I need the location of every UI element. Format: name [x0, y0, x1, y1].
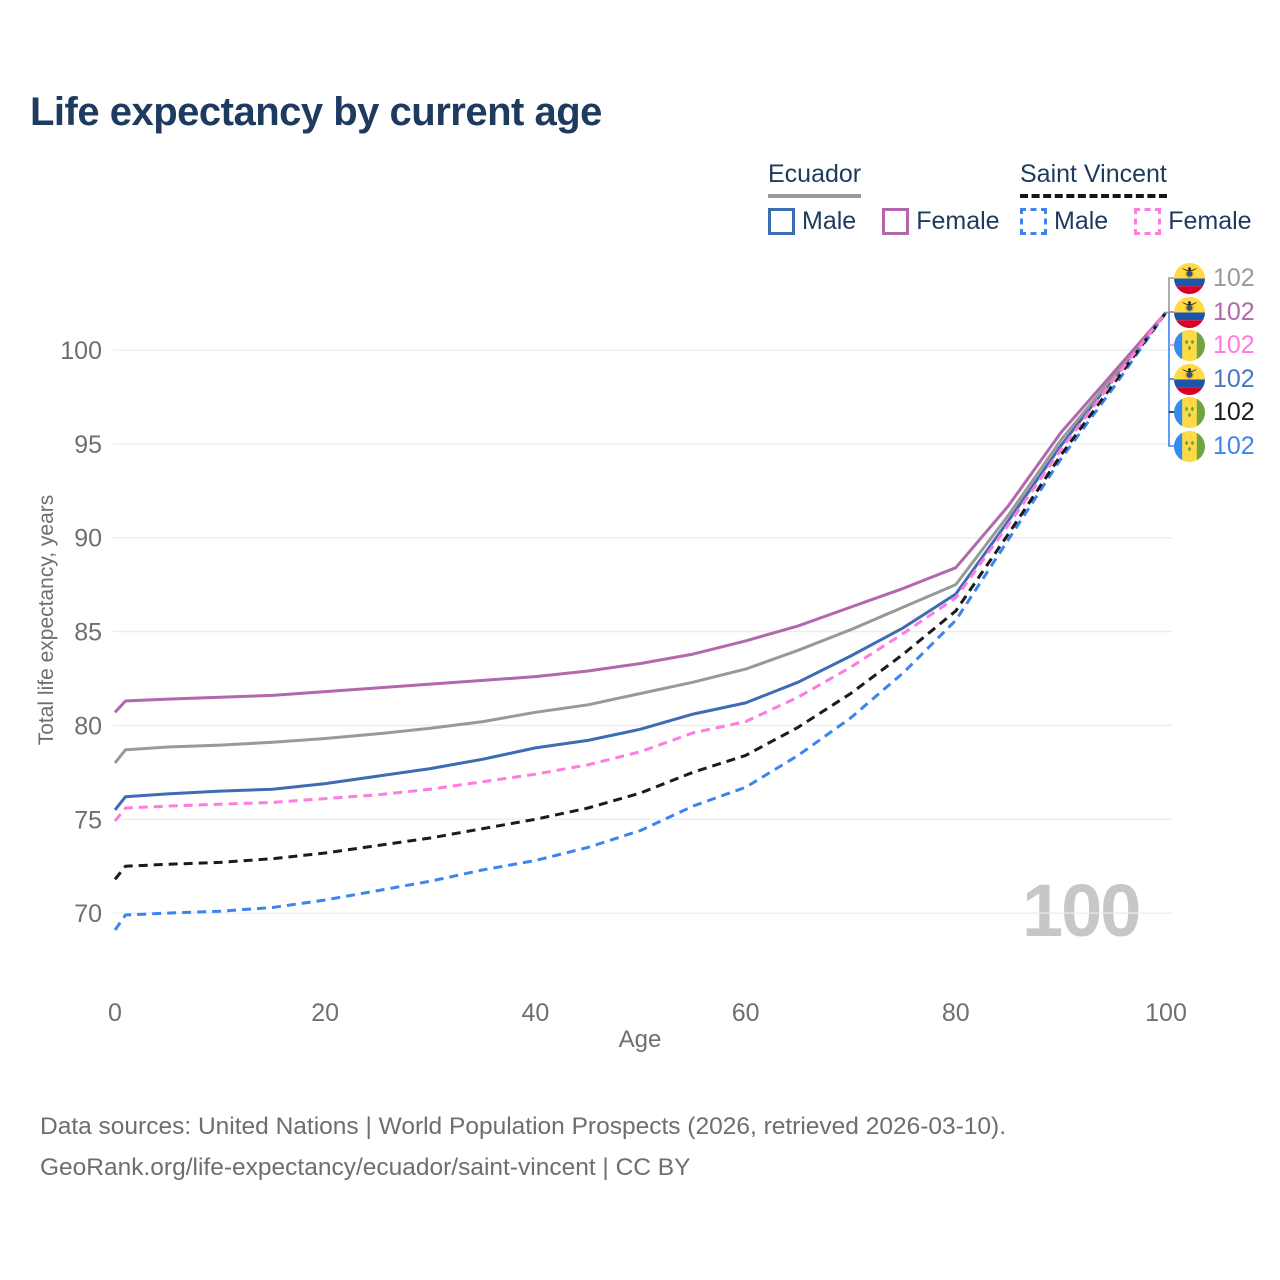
legend-swatch-saint-vincent-male-icon — [1020, 208, 1047, 235]
series-line-ecuador-male — [113, 311, 1168, 811]
footer: Data sources: United Nations | World Pop… — [40, 1106, 1006, 1188]
legend-country-saint-vincent: Saint Vincent — [1020, 160, 1167, 198]
ecuador-flag-icon — [1174, 263, 1205, 294]
endpoint-value: 102 — [1213, 297, 1255, 326]
series-line-ecuador-female — [113, 311, 1168, 714]
legend-items-ecuador: Male Female — [768, 207, 1000, 236]
legend-item-saint-vincent-male[interactable]: Male — [1020, 207, 1108, 236]
legend-group-saint-vincent: Saint Vincent Male Female — [1020, 160, 1252, 236]
legend-item-ecuador-female[interactable]: Female — [882, 207, 1000, 236]
legend: Ecuador Male Female Saint Vincent Male — [0, 160, 1280, 240]
x-tick-label: 0 — [108, 999, 122, 1027]
leader-line — [1166, 277, 1174, 314]
endpoint-value: 102 — [1213, 397, 1255, 426]
x-tick-label: 60 — [732, 999, 760, 1027]
legend-label-ecuador-female: Female — [916, 207, 1000, 235]
series-line-saint-vincent-male — [113, 311, 1168, 931]
page-title: Life expectancy by current age — [30, 90, 602, 134]
x-axis-title: Age — [618, 1026, 662, 1053]
y-tick-label: 75 — [74, 806, 102, 834]
endpoint-row-saint-vincent-female: 102 — [1174, 329, 1255, 361]
series-line-saint-vincent-female — [113, 311, 1168, 823]
y-tick-label: 85 — [74, 619, 102, 647]
y-tick-label: 95 — [74, 431, 102, 459]
y-axis-title: Total life expectancy, years — [35, 494, 58, 746]
watermark-age-value: 100 — [1022, 869, 1141, 952]
saint-vincent-flag-icon — [1174, 397, 1205, 428]
legend-label-saint-vincent-male: Male — [1054, 207, 1109, 235]
legend-country-ecuador: Ecuador — [768, 160, 862, 198]
endpoint-row-ecuador-female: 102 — [1174, 296, 1255, 328]
legend-label-ecuador-male: Male — [802, 207, 857, 235]
ecuador-flag-icon — [1174, 364, 1205, 395]
endpoint-value: 102 — [1213, 364, 1255, 393]
x-tick-label: 80 — [942, 999, 970, 1027]
legend-item-saint-vincent-female[interactable]: Female — [1134, 207, 1252, 236]
legend-swatch-ecuador-male-icon — [768, 208, 795, 235]
endpoint-row-ecuador-total: 102 — [1174, 262, 1255, 294]
y-tick-label: 80 — [74, 712, 102, 740]
ecuador-flag-icon — [1174, 297, 1205, 328]
legend-label-saint-vincent-female: Female — [1168, 207, 1252, 235]
legend-swatch-saint-vincent-female-icon — [1134, 208, 1162, 235]
series-line-saint-vincent-total — [113, 311, 1168, 881]
endpoint-row-saint-vincent-male: 102 — [1174, 430, 1255, 462]
endpoint-value: 102 — [1213, 330, 1255, 359]
leader-line — [1168, 312, 1174, 447]
x-tick-label: 20 — [311, 999, 339, 1027]
legend-swatch-ecuador-female-icon — [882, 208, 910, 235]
saint-vincent-flag-icon — [1174, 431, 1205, 462]
y-tick-label: 100 — [60, 337, 102, 365]
x-tick-label: 40 — [521, 999, 549, 1027]
footer-data-sources: Data sources: United Nations | World Pop… — [40, 1113, 1007, 1140]
series-line-ecuador-total — [113, 311, 1168, 764]
y-tick-label: 70 — [74, 900, 102, 928]
endpoint-row-saint-vincent-total: 102 — [1174, 396, 1255, 428]
endpoint-value: 102 — [1213, 431, 1255, 460]
x-tick-label: 100 — [1145, 999, 1187, 1027]
legend-group-ecuador: Ecuador Male Female — [768, 160, 1000, 236]
legend-item-ecuador-male[interactable]: Male — [768, 207, 856, 236]
saint-vincent-flag-icon — [1174, 330, 1205, 361]
y-tick-label: 90 — [74, 525, 102, 553]
endpoint-value: 102 — [1213, 263, 1255, 292]
footer-attribution-link: GeoRank.org/life-expectancy/ecuador/sain… — [40, 1154, 691, 1181]
endpoint-row-ecuador-male: 102 — [1174, 363, 1255, 395]
legend-items-saint-vincent: Male Female — [1020, 207, 1252, 236]
